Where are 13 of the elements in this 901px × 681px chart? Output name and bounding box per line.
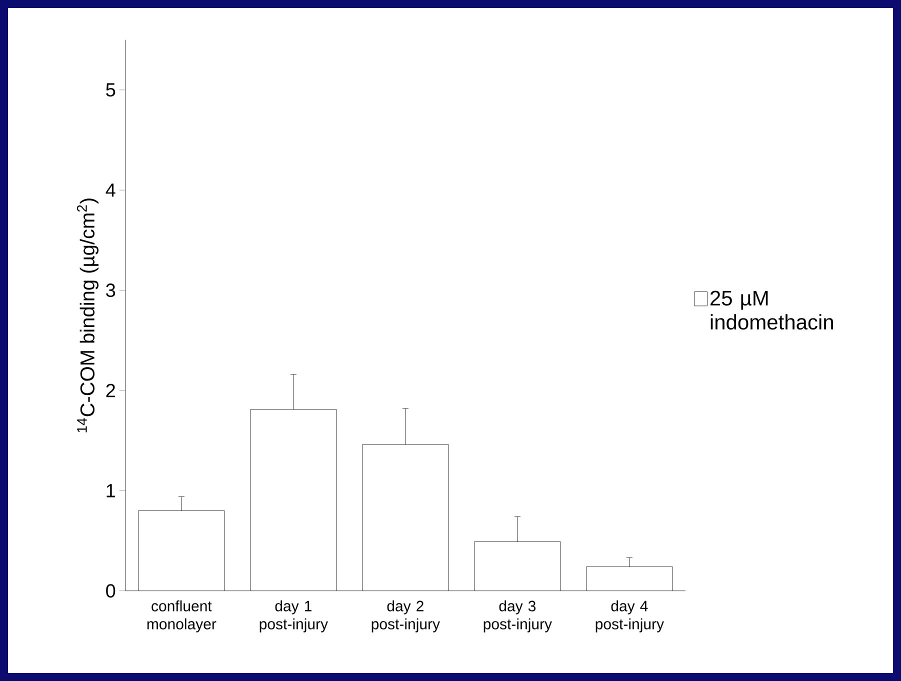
y-tick-label: 1 [106, 484, 115, 498]
y-tick-label: 5 [106, 83, 116, 97]
x-tick-label: day 1 post-injury [260, 600, 328, 632]
x-tick-label: day 4 post-injury [596, 600, 664, 632]
y-tick-label: 3 [106, 284, 116, 298]
legend-label: 25 µM indomethacin [710, 290, 833, 330]
y-tick-label: 2 [106, 384, 115, 398]
x-tick-label: day 2 post-injury [372, 600, 440, 632]
x-tick-label: confluent monolayer [147, 600, 216, 632]
x-tick-label: day 3 post-injury [484, 600, 552, 632]
y-axis-title: $^{14}$C-COM binding (µg/cm$^{2}$) [77, 198, 98, 432]
y-tick-label: 0 [106, 584, 116, 598]
y-tick-label: 4 [106, 184, 116, 197]
